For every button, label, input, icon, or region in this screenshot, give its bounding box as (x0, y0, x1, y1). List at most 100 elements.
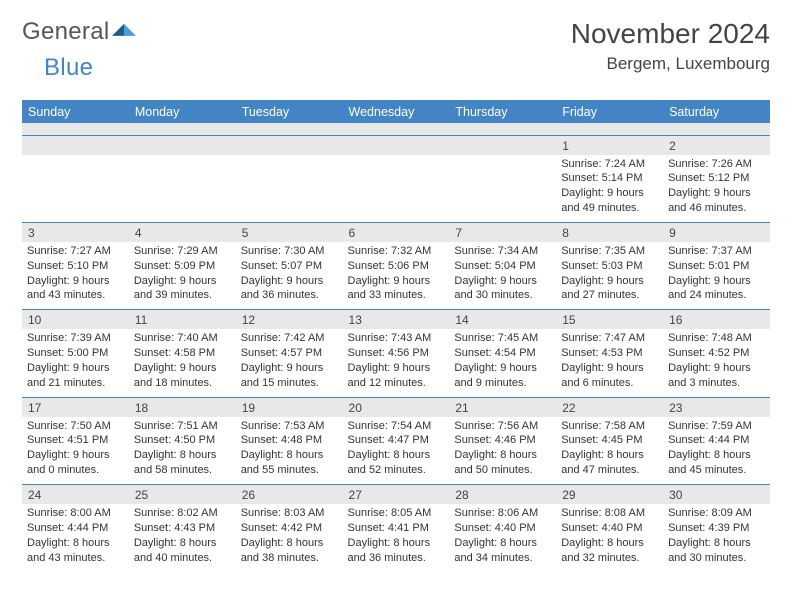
day-cell: Sunrise: 8:05 AMSunset: 4:41 PMDaylight:… (343, 504, 450, 571)
day-num (236, 135, 343, 155)
day-num: 8 (556, 222, 663, 242)
sunrise-line: Sunrise: 8:06 AM (454, 506, 551, 521)
day-cell: Sunrise: 7:43 AMSunset: 4:56 PMDaylight:… (343, 329, 450, 397)
sunset-line: Sunset: 4:43 PM (134, 521, 231, 536)
sunset-line: Sunset: 4:52 PM (668, 346, 765, 361)
sunset-line: Sunset: 5:09 PM (134, 259, 231, 274)
sunset-line: Sunset: 4:40 PM (454, 521, 551, 536)
sunrise-line: Sunrise: 8:05 AM (348, 506, 445, 521)
day-cell: Sunrise: 7:48 AMSunset: 4:52 PMDaylight:… (663, 329, 770, 397)
day-num: 1 (556, 135, 663, 155)
week-1-content: Sunrise: 7:27 AMSunset: 5:10 PMDaylight:… (22, 242, 770, 310)
sunrise-line: Sunrise: 7:56 AM (454, 419, 551, 434)
daylight-line: Daylight: 8 hours and 45 minutes. (668, 448, 765, 478)
day-num: 14 (449, 310, 556, 330)
day-num: 10 (22, 310, 129, 330)
day-num: 30 (663, 485, 770, 505)
week-0-content: Sunrise: 7:24 AMSunset: 5:14 PMDaylight:… (22, 155, 770, 223)
daylight-line: Daylight: 8 hours and 40 minutes. (134, 536, 231, 566)
day-cell: Sunrise: 7:56 AMSunset: 4:46 PMDaylight:… (449, 417, 556, 485)
sunrise-line: Sunrise: 7:43 AM (348, 331, 445, 346)
day-cell: Sunrise: 8:00 AMSunset: 4:44 PMDaylight:… (22, 504, 129, 571)
month-title: November 2024 (571, 18, 770, 50)
day-cell: Sunrise: 7:35 AMSunset: 5:03 PMDaylight:… (556, 242, 663, 310)
daylight-line: Daylight: 8 hours and 34 minutes. (454, 536, 551, 566)
sunset-line: Sunset: 5:10 PM (27, 259, 124, 274)
sunset-line: Sunset: 4:42 PM (241, 521, 338, 536)
day-num: 7 (449, 222, 556, 242)
sunrise-line: Sunrise: 7:58 AM (561, 419, 658, 434)
day-num (449, 135, 556, 155)
sunset-line: Sunset: 4:51 PM (27, 433, 124, 448)
daylight-line: Daylight: 8 hours and 47 minutes. (561, 448, 658, 478)
day-num: 2 (663, 135, 770, 155)
day-num: 12 (236, 310, 343, 330)
day-num: 11 (129, 310, 236, 330)
calendar-table: SundayMondayTuesdayWednesdayThursdayFrid… (22, 100, 770, 571)
sunrise-line: Sunrise: 7:32 AM (348, 244, 445, 259)
day-cell (236, 155, 343, 223)
daylight-line: Daylight: 9 hours and 27 minutes. (561, 274, 658, 304)
sunrise-line: Sunrise: 7:59 AM (668, 419, 765, 434)
daylight-line: Daylight: 9 hours and 49 minutes. (561, 186, 658, 216)
sunset-line: Sunset: 4:40 PM (561, 521, 658, 536)
day-cell: Sunrise: 8:03 AMSunset: 4:42 PMDaylight:… (236, 504, 343, 571)
sunrise-line: Sunrise: 7:53 AM (241, 419, 338, 434)
daylight-line: Daylight: 9 hours and 3 minutes. (668, 361, 765, 391)
sunrise-line: Sunrise: 7:40 AM (134, 331, 231, 346)
sunrise-line: Sunrise: 7:30 AM (241, 244, 338, 259)
daylight-line: Daylight: 9 hours and 24 minutes. (668, 274, 765, 304)
day-num: 26 (236, 485, 343, 505)
day-cell: Sunrise: 7:50 AMSunset: 4:51 PMDaylight:… (22, 417, 129, 485)
sunrise-line: Sunrise: 7:45 AM (454, 331, 551, 346)
brand-logo: General (22, 18, 138, 46)
daylight-line: Daylight: 8 hours and 36 minutes. (348, 536, 445, 566)
day-cell: Sunrise: 7:40 AMSunset: 4:58 PMDaylight:… (129, 329, 236, 397)
week-1-nums: 3456789 (22, 222, 770, 242)
day-cell: Sunrise: 7:27 AMSunset: 5:10 PMDaylight:… (22, 242, 129, 310)
day-cell: Sunrise: 7:59 AMSunset: 4:44 PMDaylight:… (663, 417, 770, 485)
sunrise-line: Sunrise: 7:48 AM (668, 331, 765, 346)
sunset-line: Sunset: 5:03 PM (561, 259, 658, 274)
daylight-line: Daylight: 9 hours and 39 minutes. (134, 274, 231, 304)
sunrise-line: Sunrise: 7:35 AM (561, 244, 658, 259)
sunset-line: Sunset: 5:00 PM (27, 346, 124, 361)
sunrise-line: Sunrise: 7:51 AM (134, 419, 231, 434)
daylight-line: Daylight: 9 hours and 21 minutes. (27, 361, 124, 391)
day-cell: Sunrise: 7:37 AMSunset: 5:01 PMDaylight:… (663, 242, 770, 310)
day-num: 21 (449, 397, 556, 417)
sunset-line: Sunset: 4:41 PM (348, 521, 445, 536)
sunrise-line: Sunrise: 8:08 AM (561, 506, 658, 521)
daylight-line: Daylight: 9 hours and 6 minutes. (561, 361, 658, 391)
day-num: 25 (129, 485, 236, 505)
daylight-line: Daylight: 8 hours and 38 minutes. (241, 536, 338, 566)
sunset-line: Sunset: 4:53 PM (561, 346, 658, 361)
day-cell: Sunrise: 7:53 AMSunset: 4:48 PMDaylight:… (236, 417, 343, 485)
daylight-line: Daylight: 8 hours and 43 minutes. (27, 536, 124, 566)
week-4-nums: 24252627282930 (22, 485, 770, 505)
sunset-line: Sunset: 5:04 PM (454, 259, 551, 274)
brand-name-1: General (22, 18, 109, 46)
day-num (129, 135, 236, 155)
dow-wednesday: Wednesday (343, 100, 450, 123)
day-cell: Sunrise: 8:02 AMSunset: 4:43 PMDaylight:… (129, 504, 236, 571)
day-num: 3 (22, 222, 129, 242)
dow-saturday: Saturday (663, 100, 770, 123)
day-cell: Sunrise: 7:58 AMSunset: 4:45 PMDaylight:… (556, 417, 663, 485)
dow-monday: Monday (129, 100, 236, 123)
day-cell (449, 155, 556, 223)
sunset-line: Sunset: 4:45 PM (561, 433, 658, 448)
sunrise-line: Sunrise: 7:47 AM (561, 331, 658, 346)
daylight-line: Daylight: 8 hours and 55 minutes. (241, 448, 338, 478)
day-cell: Sunrise: 7:47 AMSunset: 4:53 PMDaylight:… (556, 329, 663, 397)
day-num: 13 (343, 310, 450, 330)
daylight-line: Daylight: 8 hours and 30 minutes. (668, 536, 765, 566)
sunrise-line: Sunrise: 7:34 AM (454, 244, 551, 259)
day-num: 9 (663, 222, 770, 242)
sunset-line: Sunset: 4:48 PM (241, 433, 338, 448)
day-num: 19 (236, 397, 343, 417)
day-cell: Sunrise: 7:26 AMSunset: 5:12 PMDaylight:… (663, 155, 770, 223)
day-cell (129, 155, 236, 223)
sunrise-line: Sunrise: 8:00 AM (27, 506, 124, 521)
day-num: 6 (343, 222, 450, 242)
